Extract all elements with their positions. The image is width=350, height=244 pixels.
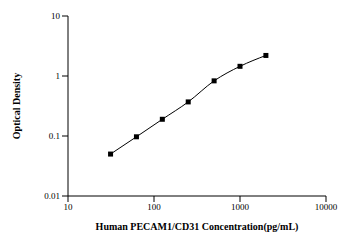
svg-text:1000: 1000 <box>231 202 250 212</box>
svg-text:10: 10 <box>64 202 74 212</box>
svg-text:1: 1 <box>56 71 61 81</box>
svg-text:10: 10 <box>51 11 61 21</box>
svg-text:0.1: 0.1 <box>49 131 60 141</box>
svg-text:Human PECAM1/CD31 Concentratio: Human PECAM1/CD31 Concentration(pg/mL) <box>96 221 299 233</box>
svg-text:0.01: 0.01 <box>44 191 60 201</box>
svg-text:100: 100 <box>147 202 161 212</box>
svg-text:10000: 10000 <box>315 202 338 212</box>
svg-text:Optical Density: Optical Density <box>11 73 22 139</box>
